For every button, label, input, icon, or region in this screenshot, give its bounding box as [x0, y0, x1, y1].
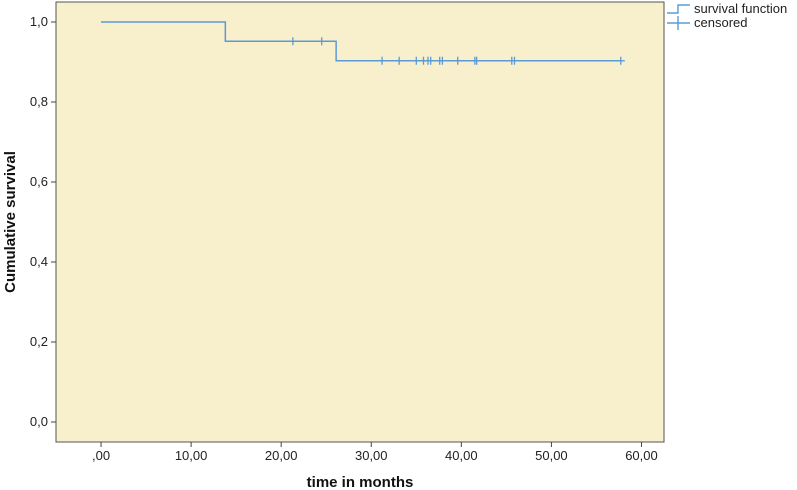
- x-tick-label: 60,00: [625, 448, 658, 463]
- plot-area: [55, 1, 665, 443]
- legend-censored-swatch: [667, 16, 690, 30]
- censor-layer: [288, 37, 625, 65]
- censored-marker: [426, 56, 435, 65]
- x-axis: ,00 10,00 20,00 30,00 40,00 50,00 60,00: [92, 442, 658, 463]
- x-tick-label: 10,00: [175, 448, 208, 463]
- y-axis: 0,0 0,2 0,4 0,6 0,8 1,0: [30, 14, 56, 429]
- legend-survival-label: survival function: [694, 1, 787, 16]
- censored-marker: [510, 56, 519, 65]
- censored-marker: [438, 56, 447, 65]
- censored-marker: [472, 56, 481, 65]
- y-tick-label: 0,0: [30, 414, 48, 429]
- x-tick-label: ,00: [92, 448, 110, 463]
- y-tick-label: 0,6: [30, 174, 48, 189]
- censored-marker: [395, 56, 404, 65]
- x-tick-label: 30,00: [355, 448, 388, 463]
- y-tick-label: 0,8: [30, 94, 48, 109]
- x-axis-title: time in months: [307, 474, 414, 490]
- censored-marker: [616, 56, 625, 65]
- x-tick-label: 50,00: [535, 448, 568, 463]
- y-tick-label: 0,2: [30, 334, 48, 349]
- censored-marker: [412, 56, 421, 65]
- censored-marker: [317, 37, 326, 46]
- legend-censored-label: censored: [694, 15, 747, 30]
- y-tick-label: 0,4: [30, 254, 48, 269]
- x-tick-label: 20,00: [265, 448, 298, 463]
- y-axis-title: Cumulative survival: [2, 151, 19, 293]
- y-tick-label: 1,0: [30, 14, 48, 29]
- x-tick-label: 40,00: [445, 448, 478, 463]
- censored-marker: [288, 37, 297, 46]
- censored-marker: [378, 56, 387, 65]
- censored-marker: [453, 56, 462, 65]
- legend-survival-swatch: [667, 4, 690, 14]
